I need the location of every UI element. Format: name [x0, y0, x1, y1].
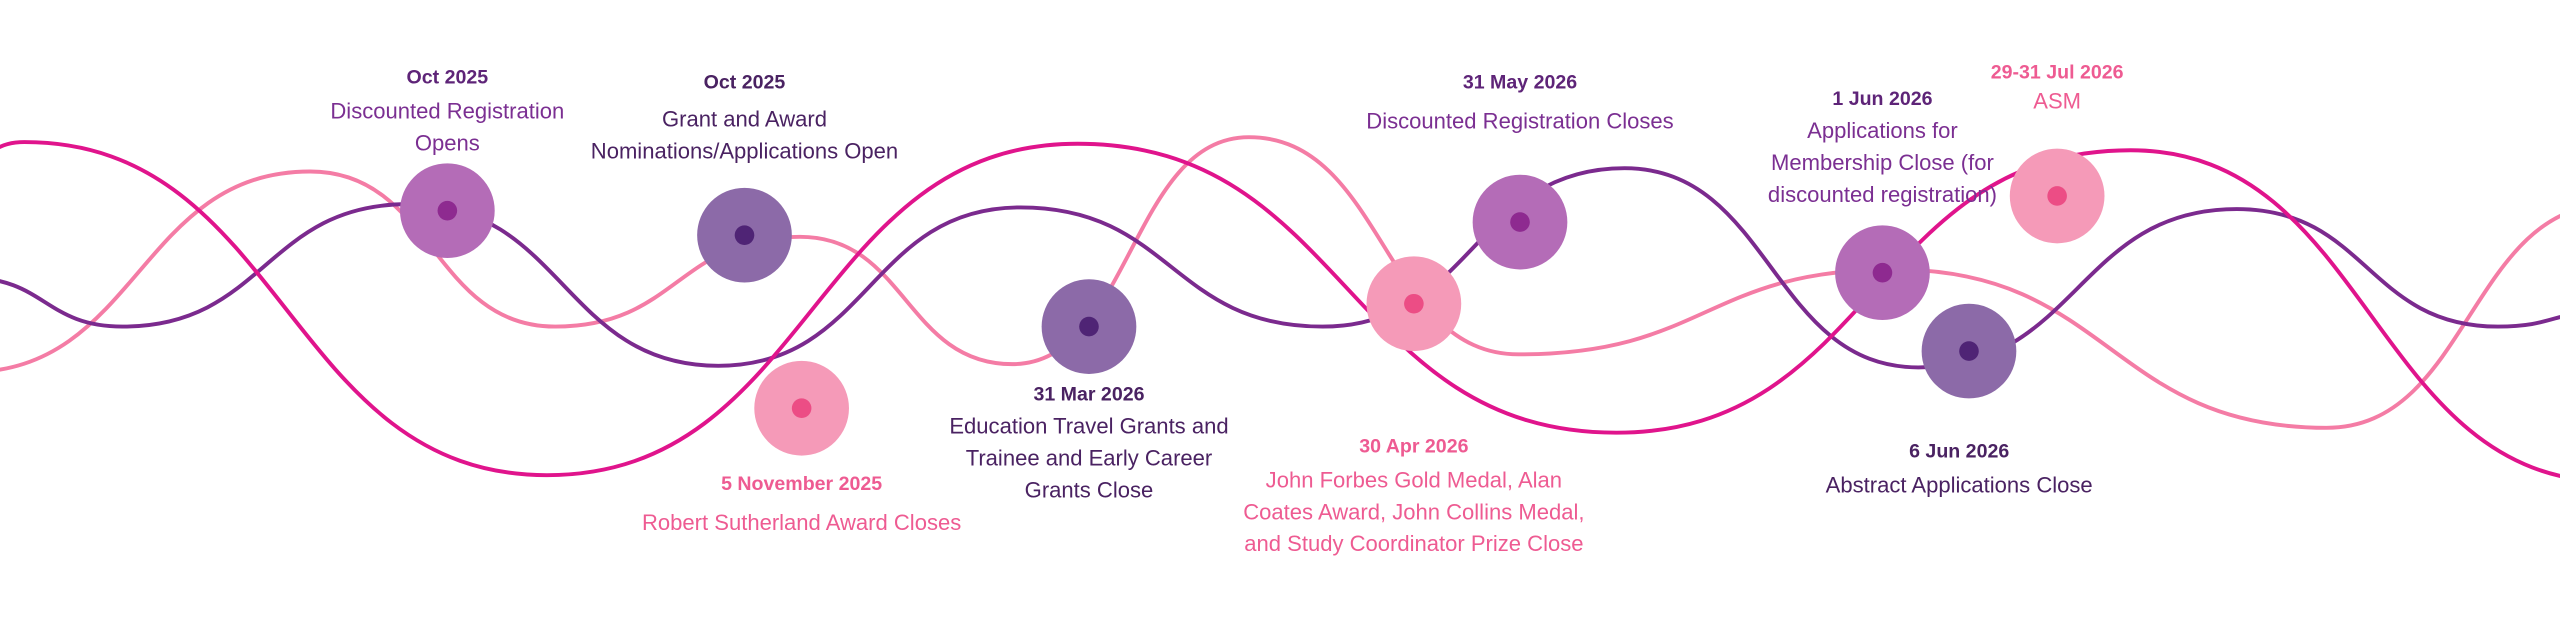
event: Oct 2025 Discounted Registration Opens	[330, 67, 564, 259]
wave-line	[0, 140, 2560, 478]
event: 31 May 2026 Discounted Registration Close…	[1366, 71, 1674, 270]
event-dot	[1959, 341, 1979, 361]
event-label: discounted registration)	[1768, 182, 1997, 207]
event-label: John Forbes Gold Medal, Alan	[1266, 468, 1562, 493]
event: 1 Jun 2026 Applications for Membership Clo…	[1768, 88, 1997, 321]
wave-line	[0, 166, 2560, 370]
event-dot	[437, 200, 458, 221]
event-date: 1 Jun 2026	[1832, 88, 1932, 110]
event-date: 6 Jun 2026	[1909, 440, 2009, 462]
event: 31 Mar 2026 Education Travel Grants and Tr…	[949, 279, 1229, 502]
event-date: 31 May 2026	[1463, 71, 1577, 93]
event-dot	[734, 225, 755, 245]
event-label: and Study Coordinator Prize Close	[1244, 531, 1583, 556]
wave-line	[0, 135, 2560, 430]
event-label: Grant and Award	[662, 107, 827, 132]
event-label: ASM	[2033, 89, 2081, 114]
event-dot	[1404, 293, 1424, 314]
event-label: Education Travel Grants and	[949, 414, 1228, 439]
event-dot	[2047, 186, 2067, 206]
event-dot	[791, 398, 812, 419]
event-label: Applications for	[1807, 118, 1958, 143]
event-label: Discounted Registration	[330, 99, 564, 124]
event-date: Oct 2025	[704, 71, 786, 93]
event-label: Membership Close (for	[1771, 150, 1994, 175]
event-label: Grants Close	[1025, 477, 1154, 502]
event-label: Trainee and Early Career	[966, 445, 1213, 470]
event-date: 30 Apr 2026	[1359, 436, 1468, 458]
event-date: 31 Mar 2026	[1033, 383, 1144, 405]
wave-lines	[0, 135, 2560, 478]
event: 30 Apr 2026 John Forbes Gold Medal, Alan C…	[1243, 256, 1585, 556]
event: 29-31 Jul 2026 ASM	[1991, 62, 2124, 244]
event-dot	[1872, 262, 1893, 283]
event-label: Coates Award, John Collins Medal,	[1243, 499, 1584, 524]
event-dot	[1079, 316, 1099, 337]
event-label: Nominations/Applications Open	[591, 139, 898, 164]
event-dot	[1510, 212, 1530, 232]
event-date: 5 November 2025	[721, 473, 882, 495]
event-date: 29-31 Jul 2026	[1991, 62, 2124, 84]
event: Oct 2025 Grant and Award Nominations/Appli…	[591, 71, 898, 283]
event-date: Oct 2025	[407, 67, 489, 89]
event-label: Discounted Registration Closes	[1366, 108, 1673, 133]
event: 6 Jun 2026 Abstract Applications Close	[1826, 303, 2093, 497]
event-label: Abstract Applications Close	[1826, 472, 2093, 497]
event-label: Opens	[415, 130, 480, 155]
event: 5 November 2025 Robert Sutherland Award C…	[642, 360, 961, 535]
event-label: Robert Sutherland Award Closes	[642, 510, 961, 535]
